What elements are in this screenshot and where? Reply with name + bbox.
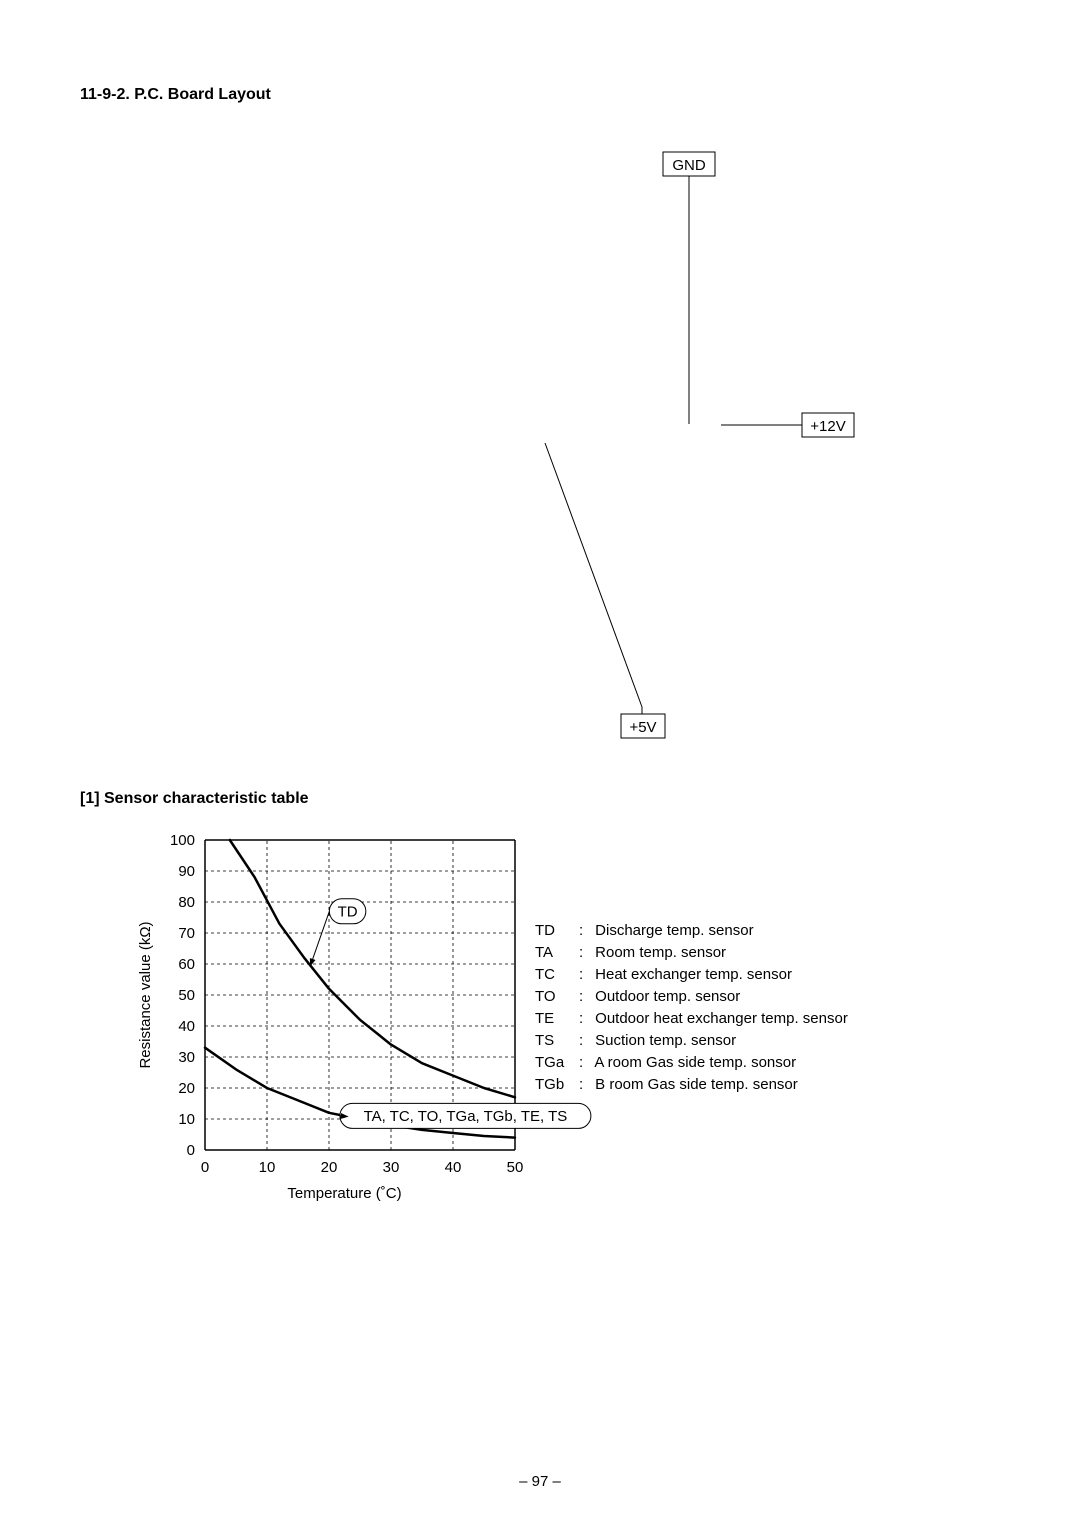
svg-text:20: 20 xyxy=(321,1159,338,1176)
svg-text:Resistance value (kΩ): Resistance value (kΩ) xyxy=(137,921,154,1068)
svg-text:80: 80 xyxy=(178,894,195,911)
legend-row: TD: Discharge temp. sensor xyxy=(535,920,848,942)
page-number: – 97 – xyxy=(0,1473,1080,1490)
svg-text:50: 50 xyxy=(507,1159,524,1176)
legend-row: TGb: B room Gas side temp. sensor xyxy=(535,1074,848,1096)
sensor-legend: TD: Discharge temp. sensorTA: Room temp.… xyxy=(535,920,848,1096)
legend-row: TA: Room temp. sensor xyxy=(535,942,848,964)
sensor-chart: 0 10 20 30 40 50 60 70 80 90 100 0 10 20 30 40 50 Tempera… xyxy=(0,0,1080,1300)
legend-row: TGa: A room Gas side temp. sonsor xyxy=(535,1052,848,1074)
svg-text:Temperature (˚C): Temperature (˚C) xyxy=(287,1185,401,1202)
svg-text:10: 10 xyxy=(178,1111,195,1128)
svg-text:100: 100 xyxy=(170,832,195,849)
svg-text:90: 90 xyxy=(178,863,195,880)
svg-text:40: 40 xyxy=(178,1018,195,1035)
svg-text:30: 30 xyxy=(178,1049,195,1066)
svg-text:TA, TC, TO, TGa, TGb, TE, TS: TA, TC, TO, TGa, TGb, TE, TS xyxy=(364,1108,568,1125)
legend-row: TE: Outdoor heat exchanger temp. sensor xyxy=(535,1008,848,1030)
svg-text:50: 50 xyxy=(178,987,195,1004)
svg-text:0: 0 xyxy=(201,1159,209,1176)
svg-text:10: 10 xyxy=(259,1159,276,1176)
svg-text:0: 0 xyxy=(187,1142,195,1159)
svg-text:40: 40 xyxy=(445,1159,462,1176)
legend-row: TC: Heat exchanger temp. sensor xyxy=(535,964,848,986)
page: 11-9-2. P.C. Board Layout GND +12V +5V [… xyxy=(0,0,1080,1528)
svg-text:60: 60 xyxy=(178,956,195,973)
svg-text:20: 20 xyxy=(178,1080,195,1097)
legend-row: TO: Outdoor temp. sensor xyxy=(535,986,848,1008)
svg-text:TD: TD xyxy=(338,903,358,920)
svg-text:30: 30 xyxy=(383,1159,400,1176)
legend-row: TS: Suction temp. sensor xyxy=(535,1030,848,1052)
svg-text:70: 70 xyxy=(178,925,195,942)
